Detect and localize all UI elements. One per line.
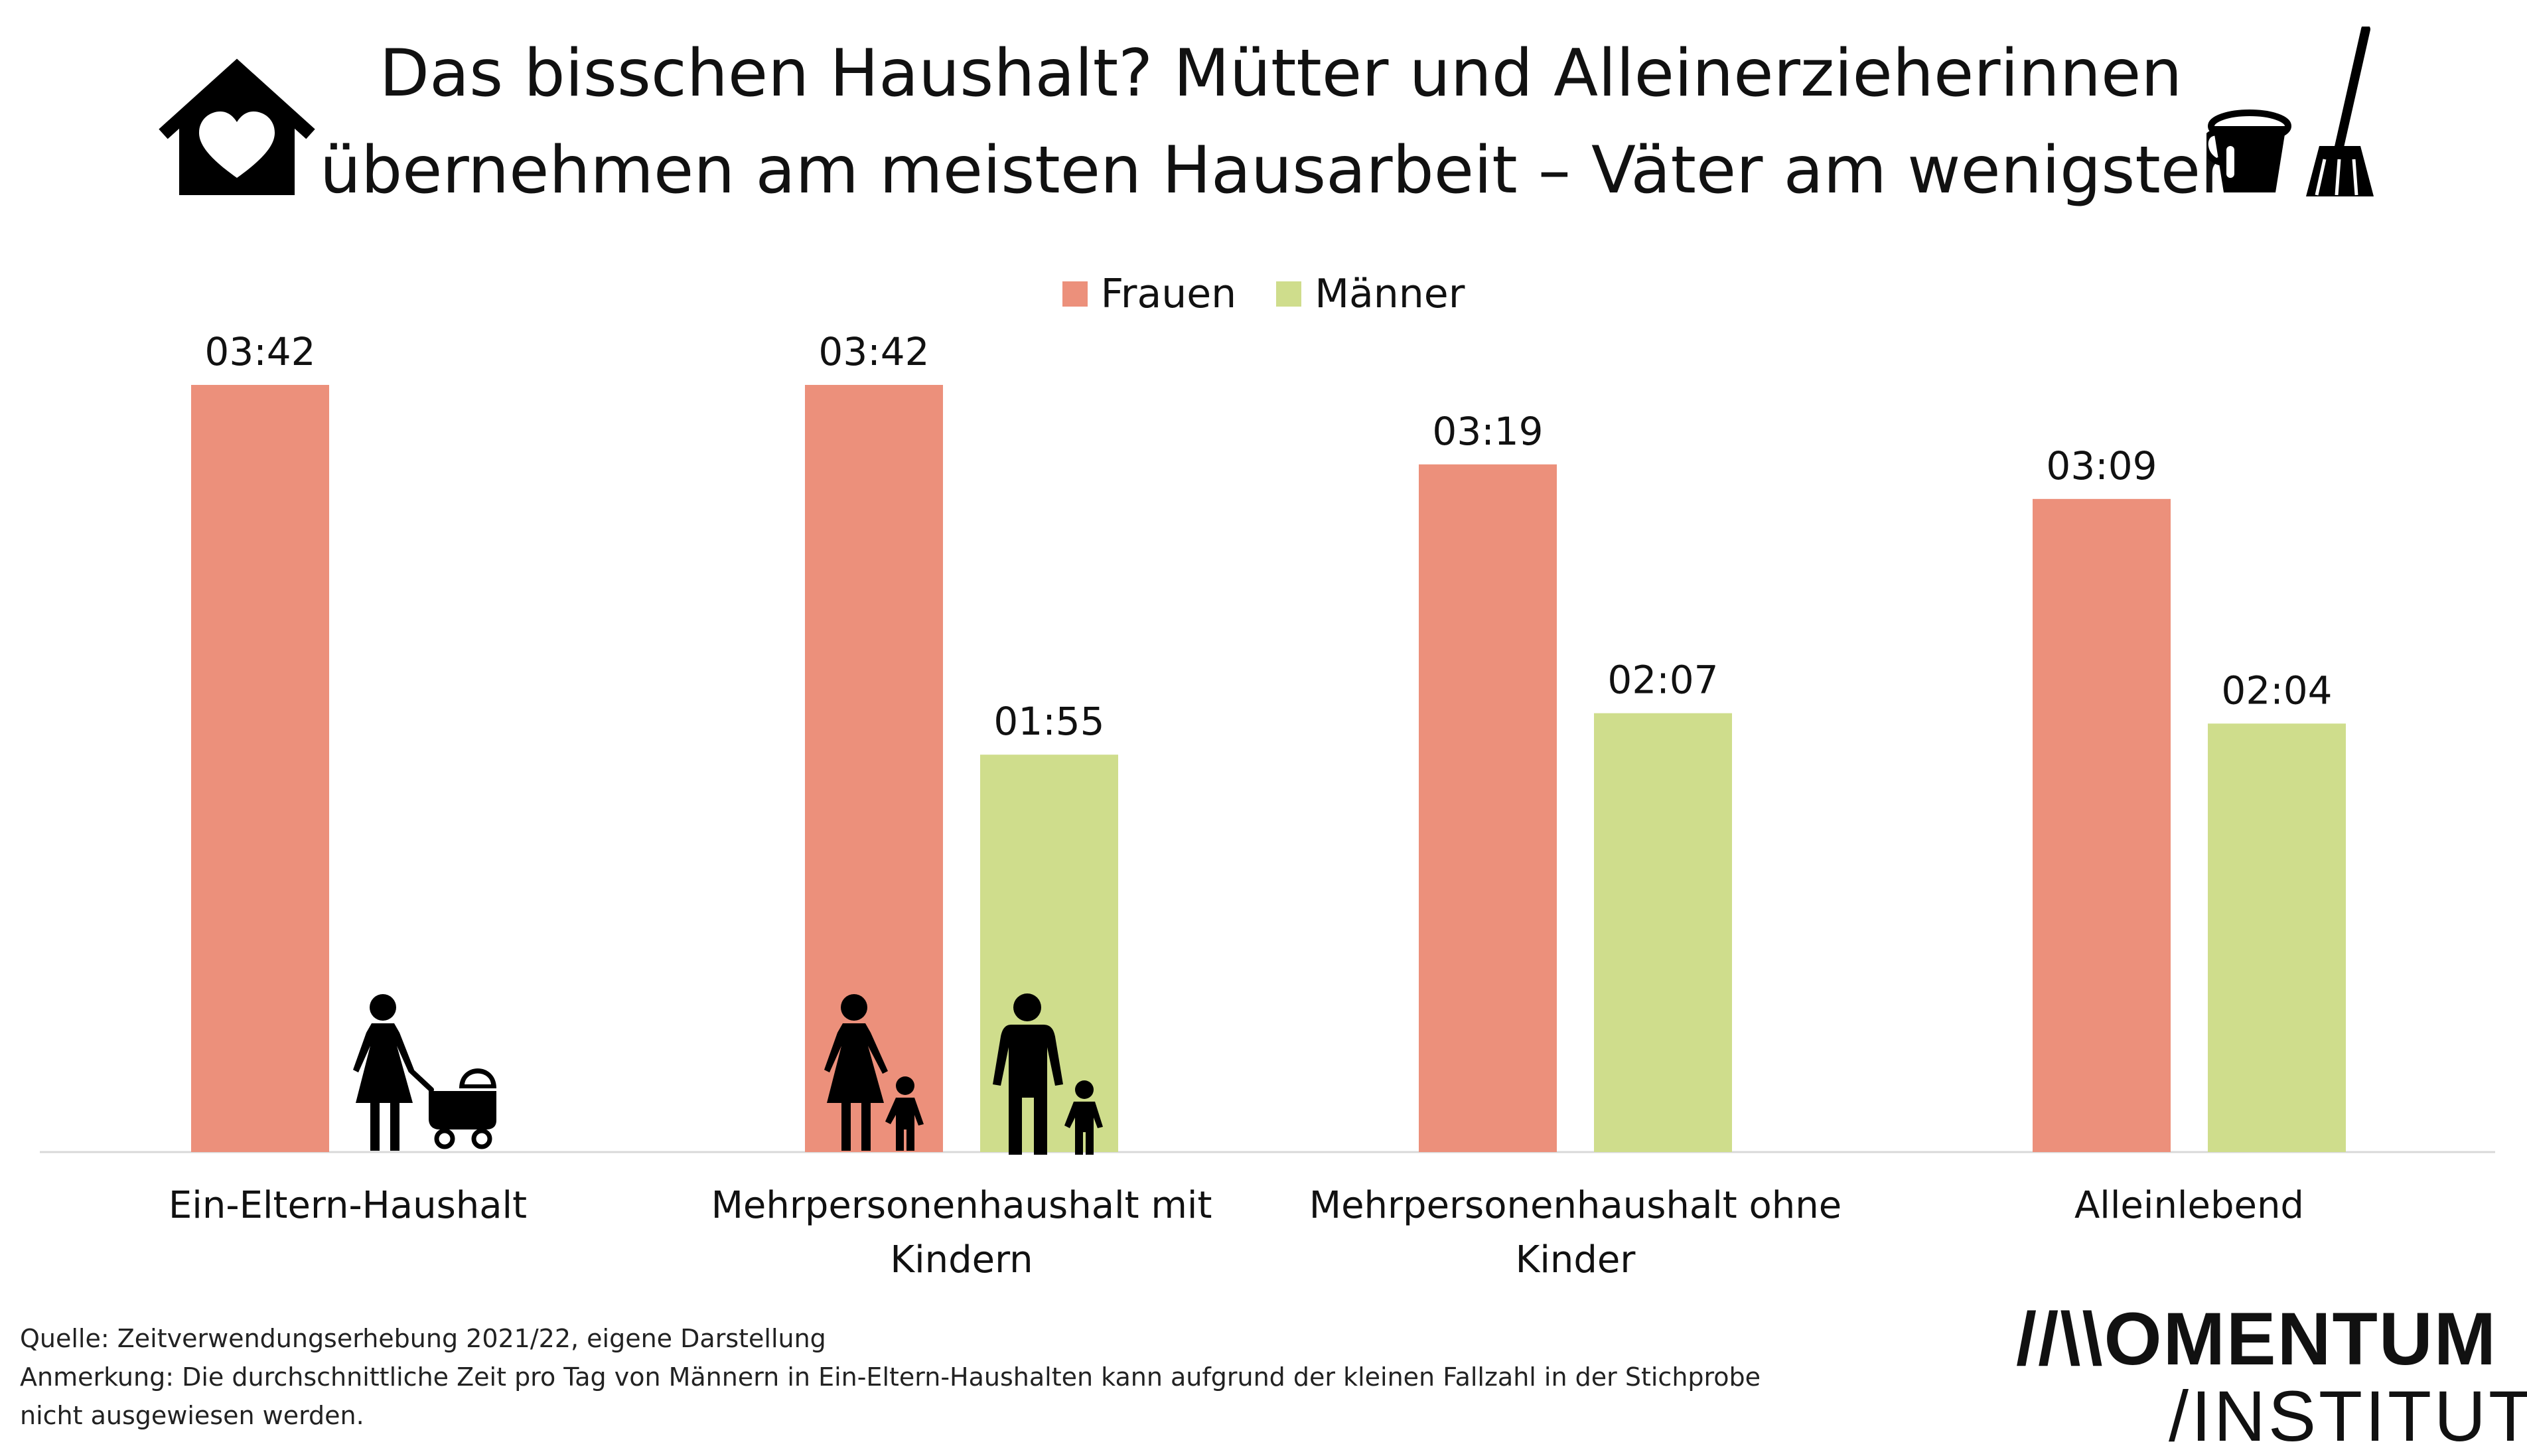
legend-swatch-maenner	[1276, 281, 1302, 307]
data-label-frauen-2: 03:19	[1432, 409, 1543, 454]
bar-maenner-3	[2208, 723, 2346, 1152]
logo-line1: //\\OMENTUM	[2016, 1297, 2498, 1380]
category-label-0: Ein-Eltern-Haushalt	[49, 1179, 646, 1233]
mother-child-icon	[824, 994, 924, 1151]
father-child-icon	[993, 993, 1103, 1155]
chart-legend: Frauen Männer	[0, 271, 2527, 317]
data-label-maenner-2: 02:07	[1607, 658, 1718, 703]
category-label-3: Alleinlebend	[1891, 1179, 2488, 1233]
category-label-1: Mehrpersonenhaushalt mit Kindern	[663, 1179, 1260, 1287]
legend-label-maenner: Männer	[1315, 271, 1465, 317]
bar-maenner-1	[980, 755, 1118, 1152]
mother-stroller-icon	[353, 994, 496, 1151]
data-label-frauen-0: 03:42	[204, 329, 315, 374]
annotation-text: Anmerkung: Die durchschnittliche Zeit pr…	[20, 1362, 1761, 1430]
footer-note: Quelle: Zeitverwendungserhebung 2021/22,…	[20, 1319, 1812, 1435]
category-label-2: Mehrpersonenhaushalt ohne Kinder	[1277, 1179, 1874, 1287]
logo-line2: /INSTITUT	[2169, 1376, 2527, 1456]
house-heart-icon	[159, 58, 315, 195]
bar-frauen-0	[191, 385, 329, 1152]
momentum-institut-logo: //\\OMENTUM /INSTITUT	[2016, 1297, 2527, 1456]
chart-title-line1: Das bisschen Haushalt? Mütter und Allein…	[379, 36, 2183, 111]
legend-item-maenner: Männer	[1276, 271, 1465, 317]
legend-swatch-frauen	[1062, 281, 1088, 307]
bar-frauen-3	[2033, 498, 2171, 1152]
category-label-line: Mehrpersonenhaushalt ohne	[1309, 1184, 1842, 1227]
data-label-frauen-1: 03:42	[818, 329, 929, 374]
category-label-line: Alleinlebend	[2074, 1184, 2304, 1227]
legend-item-frauen: Frauen	[1062, 271, 1237, 317]
data-label-maenner-3: 02:04	[2221, 668, 2332, 713]
category-label-line: Kinder	[1515, 1238, 1636, 1281]
legend-label-frauen: Frauen	[1100, 271, 1237, 317]
category-label-line: Kindern	[890, 1238, 1033, 1281]
data-label-maenner-1: 01:55	[993, 699, 1104, 744]
data-label-frauen-3: 03:09	[2046, 443, 2157, 488]
category-label-line: Mehrpersonenhaushalt mit	[711, 1184, 1212, 1227]
bucket-broom-icon	[2206, 27, 2374, 196]
bar-frauen-1	[805, 385, 943, 1152]
bar-frauen-2	[1419, 464, 1557, 1152]
chart-title: Das bisschen Haushalt? Mütter und Allein…	[319, 25, 2243, 219]
category-label-line: Ein-Eltern-Haushalt	[168, 1184, 528, 1227]
chart-title-line2: übernehmen am meisten Hausarbeit – Väter…	[319, 133, 2242, 208]
source-text: Quelle: Zeitverwendungserhebung 2021/22,…	[20, 1324, 826, 1353]
bar-maenner-2	[1594, 713, 1732, 1152]
